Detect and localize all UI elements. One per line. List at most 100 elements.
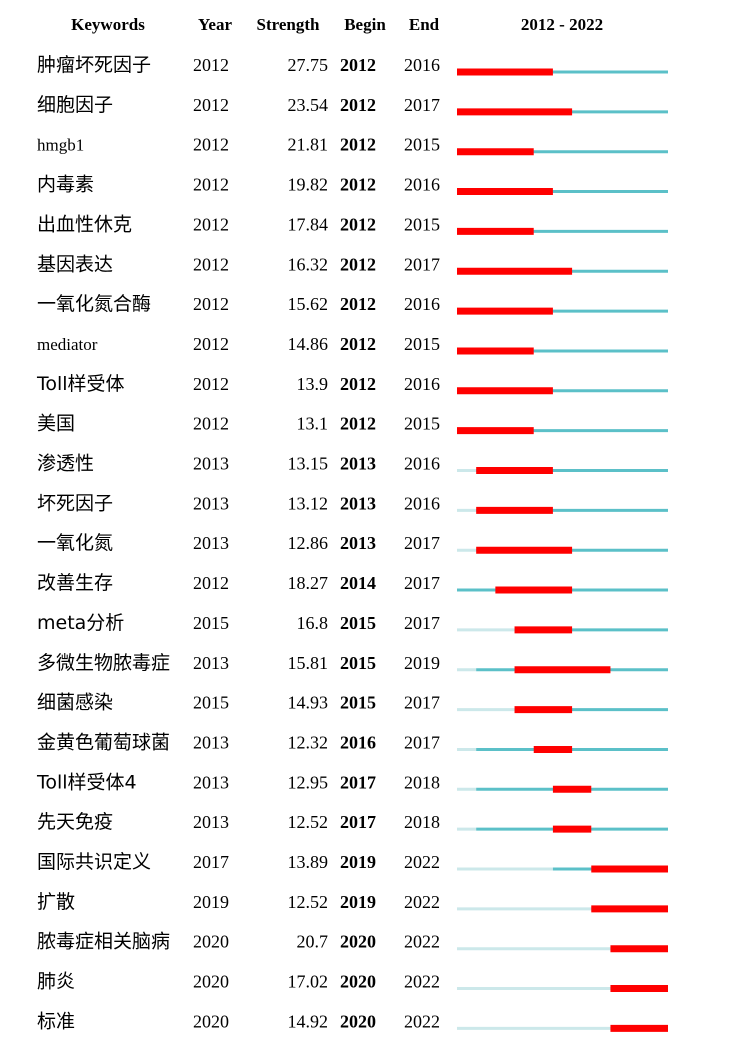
strength-value: 14.86 xyxy=(288,334,329,354)
keyword-label: 脓毒症相关脑病 xyxy=(37,931,170,953)
table-row: 肿瘤坏死因子 2012 27.75 2012 2016 xyxy=(37,54,668,76)
keyword-label: hmgb1 xyxy=(37,136,84,155)
begin-value: 2019 xyxy=(340,892,376,912)
table-header: Keywords Year Strength Begin End 2012 - … xyxy=(71,15,603,34)
begin-value: 2012 xyxy=(340,135,376,155)
year-value: 2012 xyxy=(193,573,229,593)
keyword-label: 多微生物脓毒症 xyxy=(37,652,170,674)
end-value: 2016 xyxy=(404,55,440,75)
year-value: 2020 xyxy=(193,932,229,952)
begin-value: 2020 xyxy=(340,932,376,952)
year-value: 2013 xyxy=(193,653,229,673)
table-row: 标准 2020 14.92 2020 2022 xyxy=(37,1010,668,1032)
keyword-label: Toll样受体4 xyxy=(36,771,137,793)
keyword-label: 一氧化氮 xyxy=(37,532,113,554)
strength-value: 18.27 xyxy=(288,573,329,593)
end-value: 2022 xyxy=(404,972,440,992)
keyword-label: meta分析 xyxy=(37,612,124,634)
header-keywords: Keywords xyxy=(71,15,145,34)
keyword-label: 先天免疫 xyxy=(37,811,113,833)
strength-value: 12.52 xyxy=(288,812,329,832)
begin-value: 2019 xyxy=(340,852,376,872)
keyword-label: 扩散 xyxy=(37,891,75,913)
end-value: 2017 xyxy=(404,254,440,274)
begin-value: 2013 xyxy=(340,493,376,513)
table-row: 改善生存 2012 18.27 2014 2017 xyxy=(37,572,668,594)
keyword-label: 肿瘤坏死因子 xyxy=(37,54,151,76)
year-value: 2020 xyxy=(193,1011,229,1031)
keyword-label: 国际共识定义 xyxy=(37,851,151,873)
table-row: Toll样受体 2012 13.9 2012 2016 xyxy=(36,373,668,395)
begin-value: 2012 xyxy=(340,55,376,75)
keyword-label: mediator xyxy=(37,335,98,354)
table-row: 扩散 2019 12.52 2019 2022 xyxy=(37,891,668,913)
begin-value: 2012 xyxy=(340,414,376,434)
strength-value: 23.54 xyxy=(288,95,329,115)
strength-value: 13.15 xyxy=(288,454,329,474)
begin-value: 2012 xyxy=(340,175,376,195)
begin-value: 2012 xyxy=(340,214,376,234)
table-row: 基因表达 2012 16.32 2012 2017 xyxy=(37,253,668,275)
end-value: 2015 xyxy=(404,135,440,155)
strength-value: 16.32 xyxy=(288,254,329,274)
begin-value: 2014 xyxy=(340,573,376,593)
table-row: Toll样受体4 2013 12.95 2017 2018 xyxy=(36,771,668,793)
year-value: 2012 xyxy=(193,55,229,75)
keyword-label: 一氧化氮合酶 xyxy=(37,293,151,315)
end-value: 2016 xyxy=(404,175,440,195)
end-value: 2022 xyxy=(404,932,440,952)
begin-value: 2012 xyxy=(340,374,376,394)
year-value: 2013 xyxy=(193,533,229,553)
header-end: End xyxy=(409,15,440,34)
year-value: 2015 xyxy=(193,693,229,713)
strength-value: 15.62 xyxy=(288,294,329,314)
begin-value: 2012 xyxy=(340,95,376,115)
strength-value: 17.02 xyxy=(288,972,329,992)
table-row: 多微生物脓毒症 2013 15.81 2015 2019 xyxy=(37,652,668,674)
keyword-label: 金黄色葡萄球菌 xyxy=(37,731,170,753)
end-value: 2017 xyxy=(404,732,440,752)
end-value: 2017 xyxy=(404,693,440,713)
year-value: 2012 xyxy=(193,135,229,155)
year-value: 2013 xyxy=(193,493,229,513)
begin-value: 2015 xyxy=(340,653,376,673)
year-value: 2020 xyxy=(193,972,229,992)
strength-value: 12.32 xyxy=(288,732,329,752)
strength-value: 27.75 xyxy=(288,55,329,75)
end-value: 2022 xyxy=(404,1011,440,1031)
table-row: 金黄色葡萄球菌 2013 12.32 2016 2017 xyxy=(37,731,668,753)
begin-value: 2017 xyxy=(340,772,376,792)
end-value: 2022 xyxy=(404,892,440,912)
header-begin: Begin xyxy=(344,15,386,34)
end-value: 2017 xyxy=(404,533,440,553)
keyword-label: 肺炎 xyxy=(37,971,75,993)
end-value: 2019 xyxy=(404,653,440,673)
strength-value: 13.9 xyxy=(297,374,329,394)
begin-value: 2015 xyxy=(340,693,376,713)
table-row: 坏死因子 2013 13.12 2013 2016 xyxy=(37,492,668,514)
year-value: 2013 xyxy=(193,732,229,752)
strength-value: 19.82 xyxy=(288,175,329,195)
end-value: 2017 xyxy=(404,613,440,633)
header-year: Year xyxy=(198,15,232,34)
year-value: 2013 xyxy=(193,772,229,792)
end-value: 2018 xyxy=(404,772,440,792)
strength-value: 16.8 xyxy=(297,613,329,633)
strength-value: 14.93 xyxy=(288,693,329,713)
table-row: 美国 2012 13.1 2012 2015 xyxy=(37,413,668,435)
begin-value: 2012 xyxy=(340,294,376,314)
table-row: mediator 2012 14.86 2012 2015 xyxy=(37,334,668,355)
year-value: 2017 xyxy=(193,852,229,872)
year-value: 2012 xyxy=(193,414,229,434)
begin-value: 2012 xyxy=(340,334,376,354)
year-value: 2012 xyxy=(193,334,229,354)
end-value: 2017 xyxy=(404,95,440,115)
keyword-label: 渗透性 xyxy=(37,453,94,475)
begin-value: 2016 xyxy=(340,732,376,752)
year-value: 2012 xyxy=(193,214,229,234)
begin-value: 2015 xyxy=(340,613,376,633)
end-value: 2016 xyxy=(404,294,440,314)
strength-value: 13.1 xyxy=(297,414,329,434)
table-row: 内毒素 2012 19.82 2012 2016 xyxy=(37,174,668,196)
